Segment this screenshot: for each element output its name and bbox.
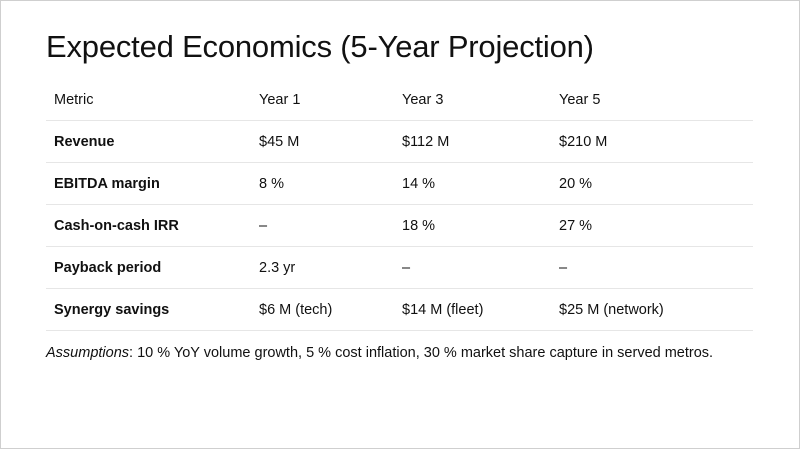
footnote-label: Assumptions [46,345,130,361]
row-label: Cash-on-cash IRR [46,204,251,247]
row-label: Synergy savings [46,288,251,331]
cell-value: 14 % [394,162,551,205]
column-header-metric: Metric [46,80,251,121]
cell-value: $210 M [551,120,753,163]
cell-value: – [251,204,394,247]
footnote-text: : 10 % YoY volume growth, 5 % cost infla… [129,345,714,361]
cell-value: 2.3 yr [251,246,394,289]
cell-value: $45 M [251,120,394,163]
cell-value: – [394,246,551,289]
table-row: Cash-on-cash IRR – 18 % 27 % [46,204,753,247]
cell-value: $14 M (fleet) [394,288,551,331]
table-row: Revenue $45 M $112 M $210 M [46,120,753,163]
table-row: EBITDA margin 8 % 14 % 20 % [46,162,753,205]
column-header-year-3: Year 3 [394,80,551,121]
economics-table: Metric Year 1 Year 3 Year 5 Revenue $45 … [46,80,753,331]
column-header-year-5: Year 5 [551,80,753,121]
cell-value: 27 % [551,204,753,247]
row-label: Payback period [46,246,251,289]
row-label: Revenue [46,120,251,163]
table-header-row: Metric Year 1 Year 3 Year 5 [46,80,753,121]
table-row: Payback period 2.3 yr – – [46,246,753,289]
cell-value: $25 M (network) [551,288,753,331]
cell-value: – [551,246,753,289]
assumptions-footnote: Assumptions: 10 % YoY volume growth, 5 %… [46,345,713,361]
table-row: Synergy savings $6 M (tech) $14 M (fleet… [46,288,753,331]
row-label: EBITDA margin [46,162,251,205]
cell-value: 8 % [251,162,394,205]
cell-value: $112 M [394,120,551,163]
cell-value: 18 % [394,204,551,247]
cell-value: $6 M (tech) [251,288,394,331]
cell-value: 20 % [551,162,753,205]
slide-title: Expected Economics (5-Year Projection) [46,29,594,64]
column-header-year-1: Year 1 [251,80,394,121]
